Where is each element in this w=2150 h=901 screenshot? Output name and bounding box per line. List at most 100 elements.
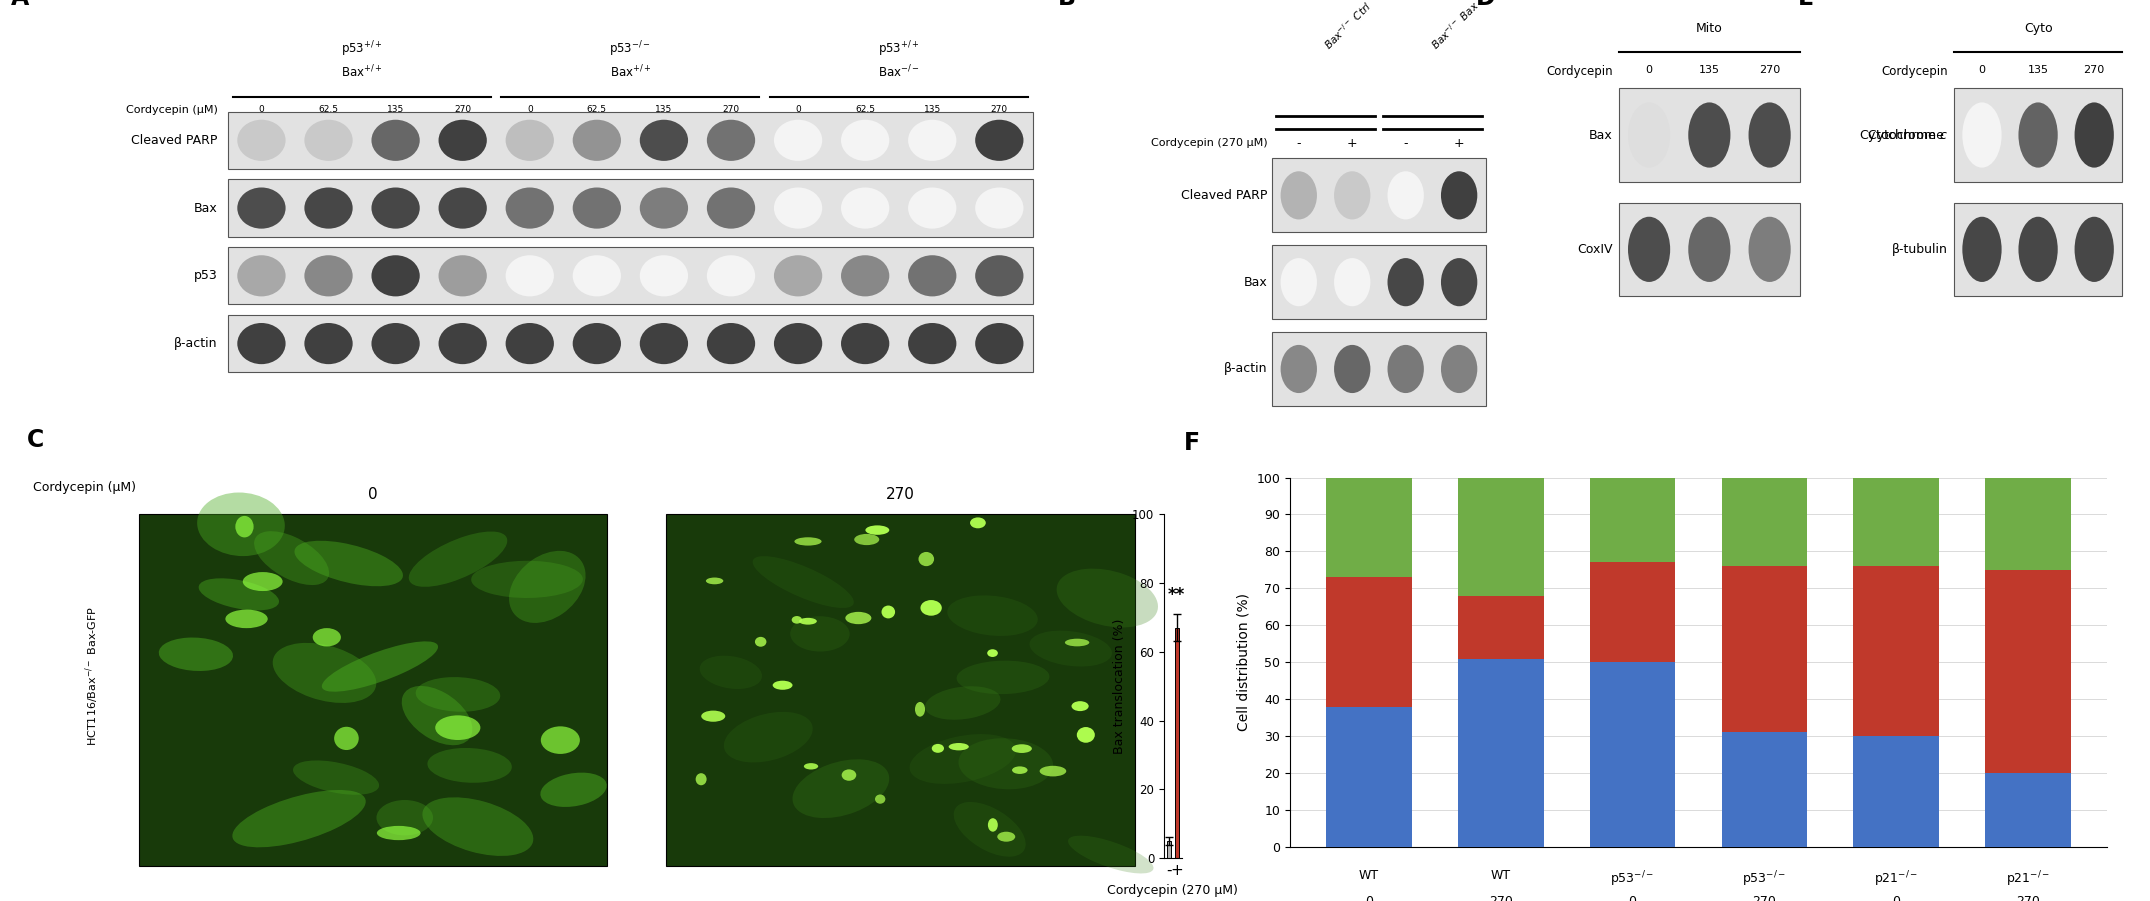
Ellipse shape [305,323,353,364]
Text: p21$^{-/-}$: p21$^{-/-}$ [2006,869,2051,888]
Ellipse shape [987,818,998,832]
Ellipse shape [236,187,286,229]
Ellipse shape [1333,258,1370,306]
Text: Cleaved PARP: Cleaved PARP [1182,189,1268,202]
Ellipse shape [1748,103,1791,168]
Text: C: C [28,428,45,452]
Ellipse shape [1387,345,1423,393]
Text: 0: 0 [527,105,533,114]
Text: WT: WT [1359,869,1378,882]
Bar [1327,706,1413,847]
Ellipse shape [1069,835,1152,873]
Ellipse shape [924,687,1000,720]
Ellipse shape [439,323,486,364]
Text: 0: 0 [1365,895,1374,901]
Ellipse shape [1628,217,1671,282]
Ellipse shape [1013,767,1028,774]
Bar [1589,662,1675,847]
Ellipse shape [572,323,621,364]
Ellipse shape [707,323,755,364]
Ellipse shape [998,832,1015,842]
Ellipse shape [376,800,432,835]
Ellipse shape [641,120,688,161]
Ellipse shape [236,255,286,296]
Ellipse shape [510,551,585,623]
Text: Bax: Bax [194,202,217,214]
Ellipse shape [372,187,419,229]
Ellipse shape [376,826,421,840]
Ellipse shape [372,255,419,296]
Bar [1458,659,1544,847]
Ellipse shape [976,120,1023,161]
Ellipse shape [1281,171,1318,220]
Ellipse shape [421,797,533,856]
Ellipse shape [1440,345,1477,393]
Bar [228,247,1032,305]
Text: Cyto: Cyto [2023,23,2053,35]
Text: +: + [1346,137,1357,150]
Ellipse shape [198,578,280,611]
Ellipse shape [752,556,854,608]
Ellipse shape [774,323,821,364]
Bar [1589,478,1675,562]
Bar [1327,478,1413,578]
Ellipse shape [841,187,890,229]
Text: Cordycepin: Cordycepin [1881,65,1948,78]
Text: -: - [1404,137,1408,150]
Bar [1619,203,1800,296]
Ellipse shape [2075,217,2113,282]
Text: 270: 270 [2017,895,2040,901]
Text: 62.5: 62.5 [318,105,338,114]
Text: 270: 270 [454,105,471,114]
Ellipse shape [295,541,402,587]
Bar [666,514,1135,867]
Ellipse shape [1688,217,1731,282]
Ellipse shape [1333,345,1370,393]
Bar [228,179,1032,237]
Ellipse shape [1963,217,2002,282]
Ellipse shape [841,769,856,781]
Ellipse shape [866,525,890,535]
Ellipse shape [707,120,755,161]
Text: HCT116/Bax$^{-/-}$ Bax-GFP: HCT116/Bax$^{-/-}$ Bax-GFP [84,605,101,746]
Ellipse shape [841,120,890,161]
Text: Cordycepin (270 μM): Cordycepin (270 μM) [1150,139,1268,149]
Ellipse shape [845,612,871,624]
Text: 270: 270 [1752,895,1776,901]
Bar [1722,733,1808,847]
Text: 0: 0 [796,105,802,114]
Ellipse shape [1963,103,2002,168]
Ellipse shape [402,686,473,745]
Ellipse shape [987,650,998,657]
Ellipse shape [957,660,1049,694]
Bar [228,112,1032,168]
Text: 270: 270 [886,487,914,502]
Ellipse shape [909,734,1017,784]
Ellipse shape [232,790,366,847]
Text: B: B [1058,0,1077,10]
Bar [1273,332,1486,406]
Ellipse shape [970,517,987,528]
Ellipse shape [641,255,688,296]
Ellipse shape [505,120,555,161]
Ellipse shape [907,187,957,229]
Text: p21$^{-/-}$: p21$^{-/-}$ [1875,869,1918,888]
Ellipse shape [234,516,254,537]
Ellipse shape [1748,217,1791,282]
Ellipse shape [948,596,1038,636]
Text: p53$^{-/-}$
Bax$^{+/+}$: p53$^{-/-}$ Bax$^{+/+}$ [608,40,651,80]
Ellipse shape [875,795,886,804]
Ellipse shape [572,255,621,296]
Bar [1273,159,1486,232]
Ellipse shape [920,600,942,615]
Ellipse shape [774,255,821,296]
Ellipse shape [800,618,817,624]
Ellipse shape [774,187,821,229]
Ellipse shape [707,187,755,229]
Ellipse shape [322,642,439,692]
Ellipse shape [2019,103,2058,168]
Ellipse shape [955,802,1026,857]
Ellipse shape [772,680,793,690]
Ellipse shape [1628,103,1671,168]
Text: 135: 135 [2027,65,2049,75]
